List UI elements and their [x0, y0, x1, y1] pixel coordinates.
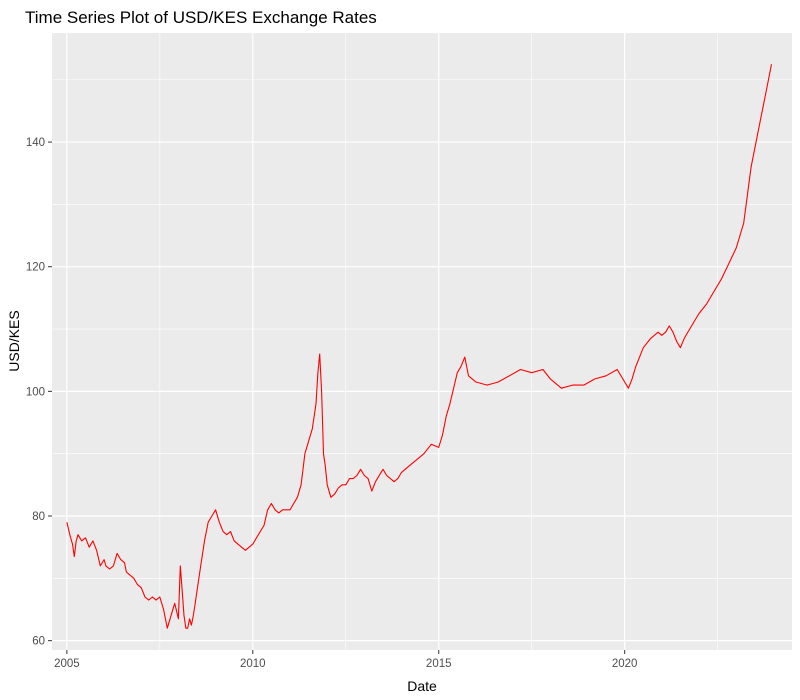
series-line [66, 64, 773, 629]
y-tick-label: 80 [32, 511, 45, 523]
y-tick-label: 140 [26, 137, 45, 149]
y-axis-ticks: 60 80 100 120 140 [26, 137, 52, 648]
y-tick-label: 100 [26, 386, 45, 398]
y-axis-title: USD/KES [6, 310, 22, 371]
x-tick-label: 2010 [240, 658, 266, 670]
x-tick-label: 2015 [426, 658, 452, 670]
x-axis-ticks: 2005 2010 2015 2020 [54, 650, 637, 670]
x-axis-title: Date [407, 678, 437, 694]
y-tick-label: 60 [32, 636, 45, 648]
plot-panel [52, 33, 792, 650]
chart-title: Time Series Plot of USD/KES Exchange Rat… [25, 8, 377, 27]
y-tick-label: 120 [26, 262, 45, 274]
x-tick-label: 2020 [612, 658, 638, 670]
major-grid [52, 33, 792, 650]
minor-grid [52, 33, 792, 650]
x-tick-label: 2005 [54, 658, 80, 670]
